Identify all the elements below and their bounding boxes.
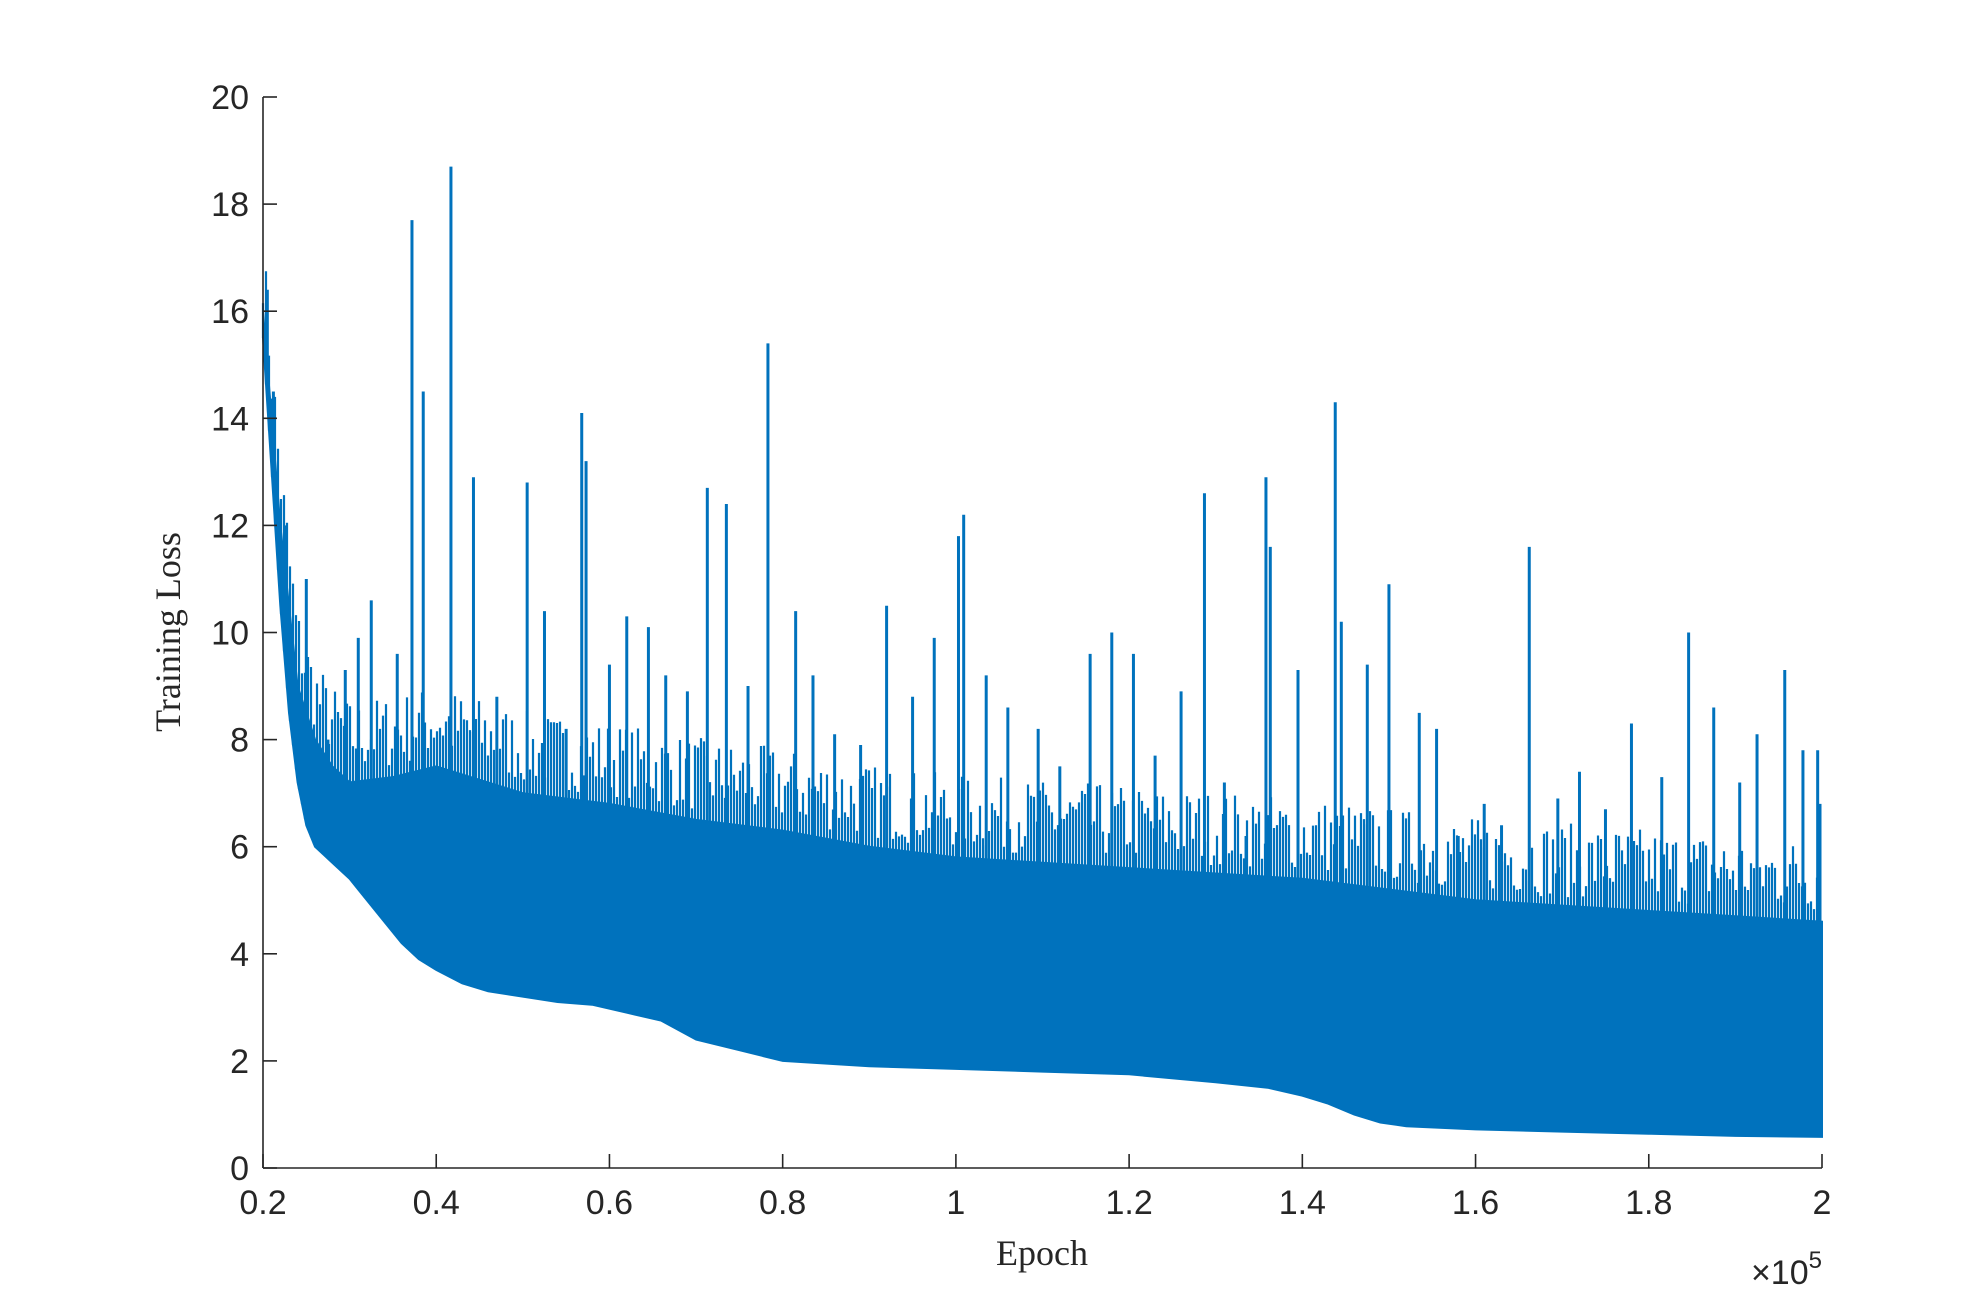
y-tick-label: 12 bbox=[211, 507, 249, 545]
x-tick-label: 1.6 bbox=[1452, 1184, 1499, 1222]
loss-series bbox=[261, 166, 1823, 1138]
x-axis-title: Epoch bbox=[996, 1233, 1088, 1273]
x-tick-label: 1.4 bbox=[1279, 1184, 1326, 1222]
x-tick-label: 1.8 bbox=[1625, 1184, 1672, 1222]
y-tick-label: 6 bbox=[230, 829, 249, 867]
x-multiplier-exponent: 5 bbox=[1809, 1247, 1822, 1274]
y-tick-label: 18 bbox=[211, 186, 249, 224]
y-ticks: 0 2 4 6 8 10 12 14 16 18 20 bbox=[211, 79, 277, 1188]
y-tick-label: 0 bbox=[230, 1150, 249, 1188]
x-tick-label: 1 bbox=[946, 1184, 965, 1222]
x-multiplier-label: ×105 bbox=[1751, 1247, 1822, 1292]
x-ticks: 0.2 0.4 0.6 0.8 1 1.2 1.4 1.6 1.8 2 bbox=[239, 1154, 1831, 1222]
x-tick-label: 0.6 bbox=[586, 1184, 633, 1222]
x-tick-label: 1.2 bbox=[1105, 1184, 1152, 1222]
y-tick-label: 8 bbox=[230, 722, 249, 760]
y-tick-label: 14 bbox=[211, 400, 249, 438]
y-tick-label: 10 bbox=[211, 615, 249, 653]
y-tick-label: 2 bbox=[230, 1043, 249, 1081]
x-tick-label: 0.4 bbox=[413, 1184, 460, 1222]
x-tick-label: 0.2 bbox=[239, 1184, 286, 1222]
x-multiplier-base: ×10 bbox=[1751, 1254, 1809, 1292]
y-axis-title: Training Loss bbox=[148, 532, 188, 732]
y-tick-label: 16 bbox=[211, 293, 249, 331]
x-tick-label: 0.8 bbox=[759, 1184, 806, 1222]
y-tick-label: 20 bbox=[211, 79, 249, 117]
x-tick-label: 2 bbox=[1813, 1184, 1832, 1222]
y-tick-label: 4 bbox=[230, 936, 249, 974]
